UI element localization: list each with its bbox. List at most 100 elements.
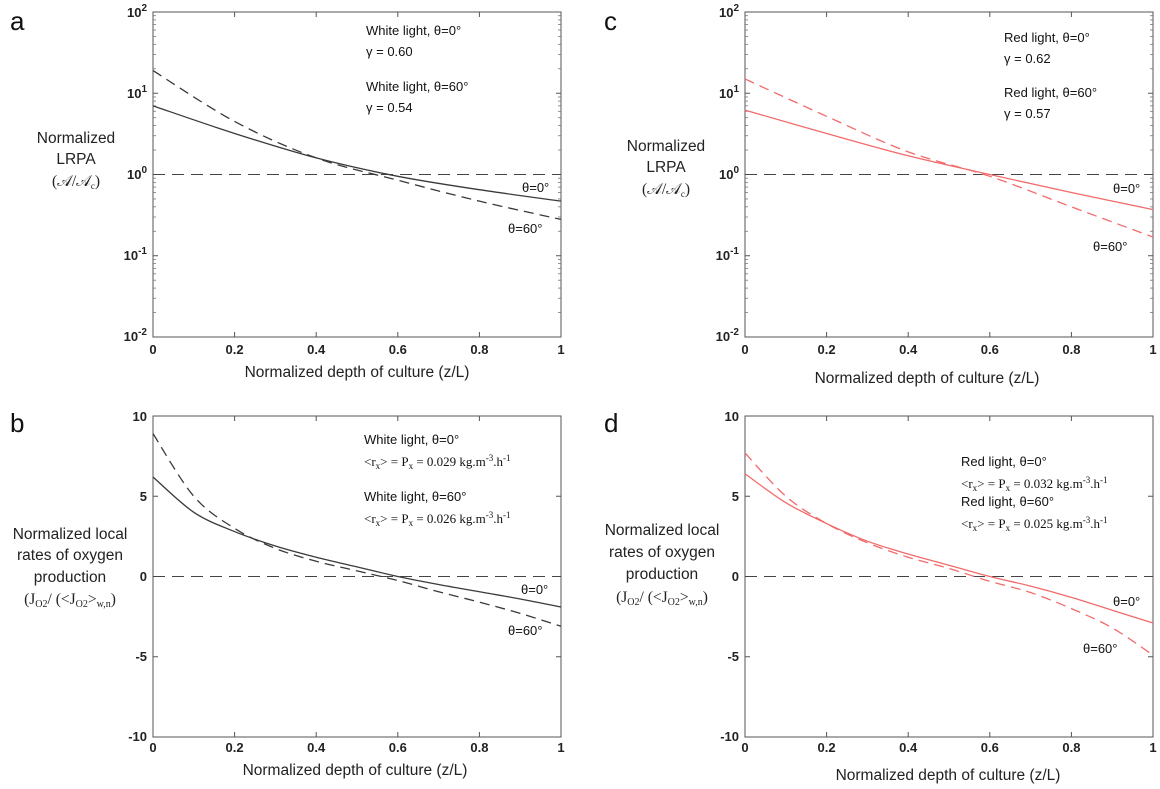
x-tick-label: 0 — [149, 342, 156, 357]
x-ticks: 0 0.2 0.4 0.6 0.8 1 — [741, 342, 1156, 357]
series-line — [152, 105, 562, 202]
x-tick-label: 0.6 — [389, 740, 407, 755]
y-tick-label: 100 — [719, 165, 739, 182]
x-tick-label: 0.8 — [470, 740, 488, 755]
svg-text:Normalized local: Normalized local — [13, 526, 128, 543]
x-tick-label: 0 — [741, 740, 748, 755]
svg-text:Red light, θ=0°: Red light, θ=0° — [1004, 30, 1090, 45]
svg-text:γ = 0.57: γ = 0.57 — [1004, 106, 1051, 121]
x-tick-label: 0.4 — [899, 740, 918, 755]
series-line — [152, 476, 562, 608]
svg-text:Red light, θ=60°: Red light, θ=60° — [961, 494, 1054, 509]
svg-text:production: production — [626, 566, 698, 583]
y-tick-label: 5 — [140, 489, 147, 504]
x-axis-label: Normalized depth of culture (z/L) — [836, 767, 1061, 784]
y-tick-label: -10 — [128, 729, 147, 744]
x-tick-label: 0.2 — [226, 740, 244, 755]
curve-label: θ=60° — [508, 221, 542, 236]
x-tick-label: 0.4 — [307, 342, 326, 357]
y-tick-label: -10 — [720, 729, 739, 744]
svg-text:Normalized: Normalized — [37, 130, 115, 147]
x-tick-label: 0 — [741, 342, 748, 357]
panel-letter-c: c — [604, 6, 617, 36]
x-tick-label: 0.2 — [226, 342, 244, 357]
curve-label: θ=60° — [1093, 239, 1127, 254]
plot-area — [744, 11, 1154, 338]
y-axis-formula: (JO2/ (<JO2>w,n) — [24, 591, 116, 610]
annotation-rate: <rx> = Px = 0.026 kg.m-3.h-1 — [364, 510, 511, 528]
curve-label: θ=60° — [1083, 641, 1117, 656]
annotations: White light, θ=0° γ = 0.60 White light, … — [366, 23, 549, 236]
annotation-rate: <rx> = Px = 0.032 kg.m-3.h-1 — [961, 475, 1108, 493]
x-tick-label: 0.6 — [389, 342, 407, 357]
series-line — [744, 109, 1154, 211]
y-ticks: 102 101 100 10-1 10-2 — [124, 3, 148, 344]
annotations: Red light, θ=0° γ = 0.62 Red light, θ=60… — [1004, 30, 1140, 254]
annotations: White light, θ=0° <rx> = Px = 0.029 kg.m… — [364, 432, 548, 638]
curve-label: θ=0° — [1113, 181, 1140, 196]
svg-text:LRPA: LRPA — [56, 151, 96, 168]
y-ticks: 102 101 100 10-1 10-2 — [716, 3, 740, 344]
y-tick-label: 10-2 — [124, 327, 148, 344]
plot-area — [152, 415, 562, 738]
x-tick-label: 0.4 — [307, 740, 326, 755]
svg-text:Normalized local: Normalized local — [605, 522, 720, 539]
x-ticks: 0 0.2 0.4 0.6 0.8 1 — [149, 342, 564, 357]
series-line — [744, 78, 1154, 238]
y-tick-label: 10 — [133, 409, 147, 424]
x-ticks: 0 0.2 0.4 0.6 0.8 1 — [741, 740, 1156, 755]
x-tick-label: 1 — [1149, 342, 1156, 357]
y-tick-label: 102 — [127, 3, 147, 20]
y-axis-label: Normalized local rates of oxygen product… — [13, 526, 128, 610]
panel-letter-b: b — [10, 408, 24, 438]
y-tick-label: 100 — [127, 165, 147, 182]
x-tick-label: 0 — [149, 740, 156, 755]
svg-text:Red light, θ=60°: Red light, θ=60° — [1004, 85, 1097, 100]
y-axis-formula: (𝒜/𝒜c) — [642, 181, 690, 199]
x-tick-label: 1 — [557, 740, 564, 755]
plot-area — [744, 415, 1154, 738]
svg-text:γ = 0.54: γ = 0.54 — [366, 100, 413, 115]
svg-text:rates of oxygen: rates of oxygen — [609, 544, 715, 561]
y-tick-label: 0 — [140, 569, 147, 584]
x-tick-label: 0.6 — [981, 342, 999, 357]
x-tick-label: 0.6 — [981, 740, 999, 755]
panel-a: 0 0.2 0.4 0.6 0.8 1 102 101 100 10-1 10-… — [37, 3, 565, 381]
y-tick-label: 10-2 — [716, 327, 740, 344]
x-axis-label: Normalized depth of culture (z/L) — [245, 364, 470, 381]
y-tick-label: 10-1 — [124, 246, 148, 263]
series-line — [744, 473, 1154, 624]
curve-label: θ=0° — [521, 582, 548, 597]
svg-text:production: production — [34, 569, 106, 586]
x-tick-label: 0.8 — [1062, 740, 1080, 755]
y-ticks: 10 5 0 -5 -10 — [720, 409, 739, 744]
x-tick-label: 0.4 — [899, 342, 918, 357]
x-tick-label: 0.8 — [1062, 342, 1080, 357]
panel-c: 0 0.2 0.4 0.6 0.8 1 102 101 100 10-1 10-… — [627, 3, 1157, 387]
annotations: Red light, θ=0° <rx> = Px = 0.032 kg.m-3… — [961, 454, 1140, 656]
x-tick-label: 0.2 — [818, 740, 836, 755]
curve-label: θ=60° — [508, 623, 542, 638]
series-line — [152, 433, 562, 627]
x-tick-label: 1 — [557, 342, 564, 357]
panel-letter-d: d — [604, 408, 618, 438]
y-axis-label: Normalized LRPA (𝒜/𝒜c) — [37, 130, 115, 191]
y-tick-label: -5 — [135, 649, 147, 664]
x-tick-label: 0.2 — [818, 342, 836, 357]
panel-d: 0 0.2 0.4 0.6 0.8 1 10 5 0 -5 -10 Normal… — [605, 409, 1157, 784]
x-axis-label: Normalized depth of culture (z/L) — [243, 762, 468, 779]
svg-text:Red light, θ=0°: Red light, θ=0° — [961, 454, 1047, 469]
y-tick-label: 101 — [127, 84, 147, 101]
y-tick-label: 0 — [732, 569, 739, 584]
curve-label: θ=0° — [1113, 594, 1140, 609]
y-tick-label: 10 — [725, 409, 739, 424]
svg-text:White light, θ=60°: White light, θ=60° — [366, 79, 468, 94]
plot-area — [152, 11, 562, 338]
y-tick-label: 102 — [719, 3, 739, 20]
svg-text:rates of oxygen: rates of oxygen — [17, 547, 123, 564]
y-ticks: 10 5 0 -5 -10 — [128, 409, 147, 744]
y-axis-formula: (𝒜/𝒜c) — [52, 173, 100, 191]
x-axis-label: Normalized depth of culture (z/L) — [815, 370, 1040, 387]
svg-text:γ = 0.62: γ = 0.62 — [1004, 51, 1051, 66]
